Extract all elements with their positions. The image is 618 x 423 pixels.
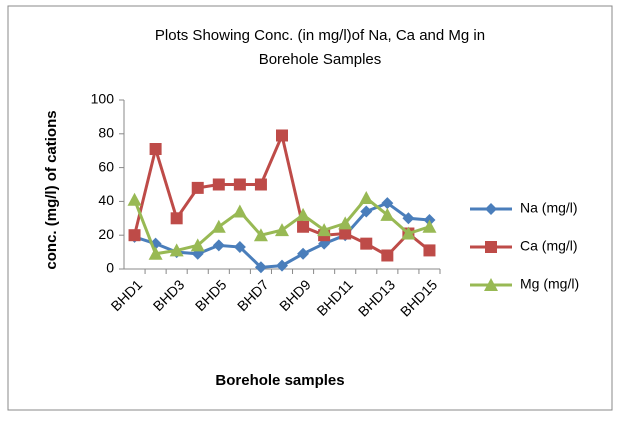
y-tick-label: 0: [106, 260, 114, 276]
marker: [423, 244, 436, 257]
x-axis-title: Borehole samples: [215, 372, 344, 389]
marker: [317, 223, 332, 237]
marker: [339, 227, 352, 240]
marker: [212, 178, 225, 191]
legend-label: Na (mg/l): [520, 200, 578, 216]
y-axis-title: conc. (mg/l) of cations: [43, 110, 60, 269]
marker: [276, 259, 288, 272]
marker: [253, 228, 268, 242]
marker: [401, 226, 416, 240]
marker: [359, 191, 374, 205]
y-tick-label: 80: [98, 125, 114, 141]
marker: [254, 178, 267, 191]
y-tick-label: 60: [98, 158, 114, 174]
marker: [380, 207, 395, 221]
marker: [127, 192, 142, 206]
marker: [149, 143, 162, 156]
y-tick-label: 20: [98, 226, 114, 242]
marker: [169, 243, 184, 257]
marker: [422, 219, 437, 233]
marker: [484, 278, 498, 291]
marker: [170, 212, 183, 225]
marker: [381, 249, 394, 262]
marker: [360, 237, 373, 250]
marker: [211, 219, 226, 233]
marker: [485, 241, 497, 253]
marker: [276, 129, 288, 142]
marker: [297, 247, 310, 260]
marker: [190, 238, 205, 252]
marker: [360, 205, 373, 218]
chart-title: Borehole Samples: [259, 51, 382, 68]
y-tick-label: 40: [98, 192, 114, 208]
marker: [191, 181, 204, 194]
marker: [381, 197, 394, 210]
marker: [254, 261, 267, 274]
marker: [148, 246, 163, 260]
chart-title: Plots Showing Conc. (in mg/l)of Na, Ca a…: [155, 27, 485, 44]
marker: [233, 241, 246, 254]
marker: [338, 216, 353, 230]
legend-label: Mg (mg/l): [520, 276, 579, 292]
marker: [297, 220, 310, 233]
marker: [128, 229, 141, 242]
marker: [402, 212, 415, 225]
marker: [212, 239, 225, 252]
marker: [275, 223, 289, 237]
y-tick-label: 100: [91, 91, 115, 107]
marker: [232, 204, 247, 218]
marker: [233, 178, 246, 191]
marker: [296, 207, 311, 221]
marker: [485, 203, 497, 215]
legend-label: Ca (mg/l): [520, 238, 578, 254]
